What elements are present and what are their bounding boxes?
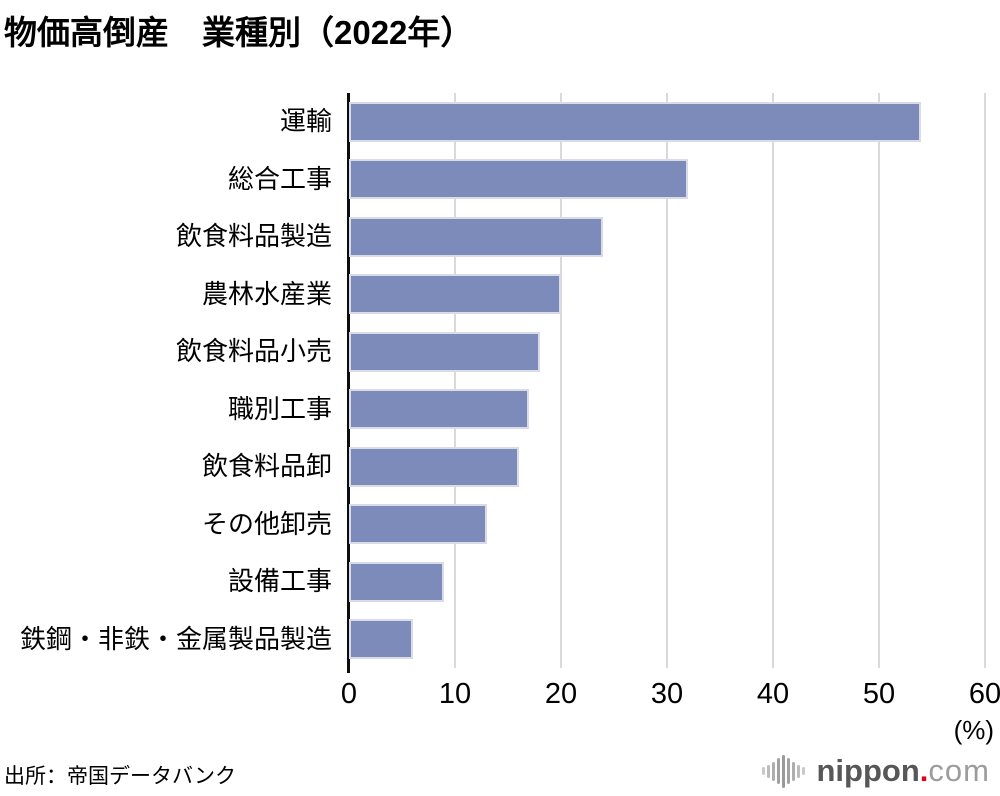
y-axis-line xyxy=(347,93,350,673)
category-label: 設備工事 xyxy=(227,566,332,596)
x-tick-label: 30 xyxy=(650,678,684,710)
x-tick-label: 10 xyxy=(438,678,472,710)
bar xyxy=(349,561,445,602)
x-tick-label: 0 xyxy=(340,678,358,710)
page-title: 物価高倒産 業種別（2022年） xyxy=(4,14,474,51)
category-label: その他卸売 xyxy=(201,508,332,539)
category-axis: 運輸総合工事飲食料品製造農林水産業飲食料品小売職別工事飲食料品卸その他卸売設備工… xyxy=(0,93,340,668)
gridline xyxy=(454,93,456,668)
category-label: 総合工事 xyxy=(227,163,332,194)
category-label: 飲食料品小売 xyxy=(175,336,332,366)
x-axis-unit-label: (%) xyxy=(953,715,994,745)
category-label: 鉄鋼・非鉄・金属製品製造 xyxy=(19,623,332,654)
category-label: 職別工事 xyxy=(227,393,332,424)
gridline xyxy=(878,93,880,668)
plot-area: (%) 0 10 20 30 40 50 60 xyxy=(341,93,1000,745)
bar xyxy=(349,619,413,660)
category-label: 飲食料品卸 xyxy=(201,451,332,481)
bar xyxy=(349,504,487,545)
category-label: 飲食料品製造 xyxy=(175,221,332,251)
x-tick-label: 40 xyxy=(756,678,790,710)
waveform-icon xyxy=(761,753,807,789)
x-tick-label: 60 xyxy=(968,678,1000,710)
bar xyxy=(349,159,689,200)
logo-text-nippon: nippon xyxy=(816,753,920,788)
gridline xyxy=(560,93,562,668)
bar xyxy=(349,274,561,315)
x-tick-label: 50 xyxy=(862,678,896,710)
bar xyxy=(349,446,519,487)
logo-text-com: com xyxy=(928,753,990,788)
bar xyxy=(349,389,530,430)
bar xyxy=(349,101,922,142)
source-note: 出所：帝国データバンク xyxy=(4,765,237,788)
bar xyxy=(349,216,604,257)
bar xyxy=(349,331,540,372)
nippon-logo: nippon.com xyxy=(761,748,991,794)
category-label: 運輸 xyxy=(279,106,332,136)
logo-dot: . xyxy=(919,753,929,788)
gridline xyxy=(772,93,774,668)
x-tick-label: 20 xyxy=(544,678,578,710)
gridline xyxy=(984,93,986,668)
category-label: 農林水産業 xyxy=(201,278,332,309)
gridline xyxy=(666,93,668,668)
nippon-logo-text: nippon.com xyxy=(817,748,991,794)
